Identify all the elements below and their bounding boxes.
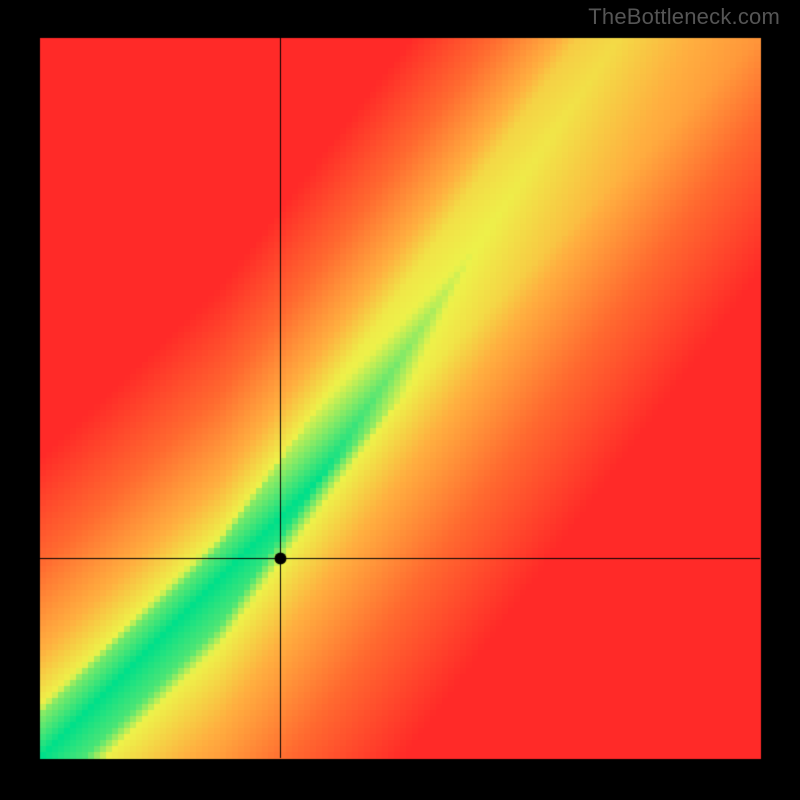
watermark-text: TheBottleneck.com <box>588 4 780 30</box>
chart-container: TheBottleneck.com <box>0 0 800 800</box>
bottleneck-heatmap <box>0 0 800 800</box>
